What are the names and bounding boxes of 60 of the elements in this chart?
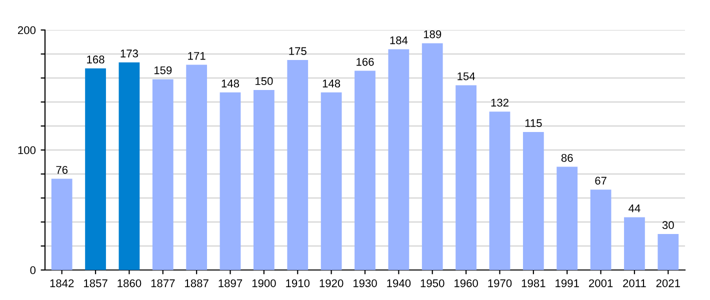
data-label: 189 bbox=[424, 30, 442, 38]
data-label: 115 bbox=[525, 119, 542, 128]
y-tick-label: 0 bbox=[30, 266, 36, 274]
x-tick-label: 2011 bbox=[623, 279, 646, 288]
x-tick-label: 1930 bbox=[353, 279, 377, 288]
x-tick-label: 1857 bbox=[84, 279, 108, 288]
data-label: 148 bbox=[222, 80, 240, 88]
bar bbox=[624, 217, 645, 270]
bar bbox=[320, 92, 342, 270]
data-label: 175 bbox=[289, 47, 306, 56]
data-label: 173 bbox=[120, 50, 138, 58]
bar bbox=[456, 85, 476, 270]
bar bbox=[85, 68, 106, 270]
bar bbox=[287, 60, 308, 270]
x-tick-label: 1950 bbox=[420, 279, 444, 288]
data-label: 184 bbox=[390, 36, 408, 44]
x-tick-label: 2021 bbox=[656, 279, 680, 288]
data-label: 30 bbox=[662, 221, 674, 230]
x-tick-label: 1897 bbox=[218, 279, 242, 288]
data-label: 86 bbox=[561, 154, 573, 162]
bar bbox=[422, 43, 443, 270]
data-label: 166 bbox=[356, 58, 374, 66]
data-label: 76 bbox=[56, 166, 68, 174]
bar bbox=[658, 234, 679, 270]
x-tick-label: 1970 bbox=[488, 279, 512, 288]
bar bbox=[118, 62, 140, 270]
bar bbox=[51, 178, 72, 270]
data-label: 44 bbox=[628, 204, 640, 212]
bar bbox=[220, 92, 241, 270]
bar bbox=[556, 166, 578, 270]
bar bbox=[522, 132, 544, 270]
data-label: 154 bbox=[458, 72, 475, 80]
x-tick-label: 1981 bbox=[522, 279, 546, 288]
data-label: 67 bbox=[595, 176, 606, 185]
y-tick-label: 100 bbox=[18, 146, 36, 154]
x-tick-label: 2001 bbox=[588, 279, 613, 288]
data-label: 171 bbox=[188, 52, 206, 60]
x-tick-label: 1940 bbox=[387, 279, 411, 288]
bar bbox=[489, 112, 510, 270]
x-tick-label: 1910 bbox=[286, 279, 310, 288]
data-label: 159 bbox=[154, 66, 172, 74]
x-tick-label: 1887 bbox=[185, 279, 208, 288]
x-tick-label: 1842 bbox=[50, 279, 74, 288]
bar bbox=[354, 70, 376, 270]
x-tick-label: 1877 bbox=[151, 279, 175, 288]
x-tick-label: 1900 bbox=[252, 279, 276, 288]
bar bbox=[152, 79, 174, 270]
bar bbox=[186, 64, 208, 270]
x-tick-label: 1920 bbox=[320, 279, 344, 288]
x-tick-label: 1960 bbox=[454, 279, 478, 288]
bar bbox=[388, 49, 410, 270]
bar bbox=[590, 190, 612, 270]
x-tick-label: 1991 bbox=[556, 279, 579, 288]
data-label: 132 bbox=[491, 98, 508, 107]
bar bbox=[254, 90, 274, 270]
data-label: 148 bbox=[322, 80, 340, 88]
x-tick-label: 1860 bbox=[118, 279, 142, 288]
data-label: 168 bbox=[87, 56, 104, 64]
y-tick-label: 200 bbox=[18, 26, 36, 34]
data-label: 150 bbox=[256, 77, 273, 86]
